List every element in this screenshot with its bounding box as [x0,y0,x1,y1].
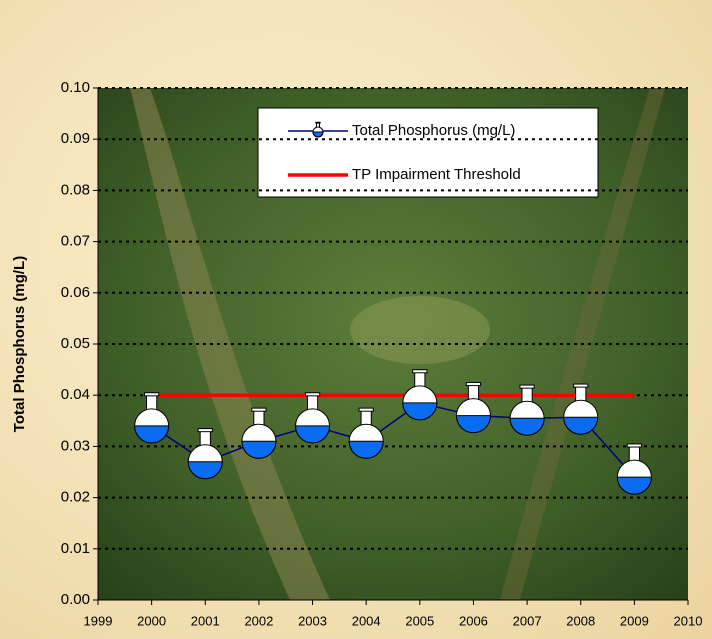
flask-lip [197,428,213,433]
background-branch [130,88,330,600]
flask-lip [412,369,428,374]
x-tick-label: 2006 [459,613,488,628]
x-tick-label: 2000 [137,613,166,628]
flask-lip [358,407,374,412]
x-tick-label: 2004 [352,613,381,628]
background-fish [350,296,490,364]
flask-lip [626,443,643,448]
x-tick-label: 2002 [244,613,273,628]
flask-lip [251,407,267,412]
flask-liquid [187,461,223,480]
y-tick-label: 0.05 [61,335,90,352]
y-tick-label: 0.08 [61,181,90,198]
flask-marker [241,407,277,459]
legend-label: Total Phosphorus (mg/L) [352,122,515,139]
flask-marker [616,443,652,495]
flask-lip [573,383,589,388]
flask-lip [304,392,321,397]
y-tick-label: 0.03 [61,437,90,454]
flask-marker [348,407,384,459]
x-tick-label: 2010 [674,613,703,628]
flask-lip [143,392,160,397]
flask-marker [134,392,170,444]
flask-liquid [616,476,652,495]
x-tick-label: 2009 [620,613,649,628]
flask-lip [315,121,321,124]
y-tick-label: 0.10 [61,79,90,96]
y-tick-label: 0.07 [61,233,90,250]
flask-marker [563,383,599,435]
flask-liquid [134,425,170,444]
flask-liquid [348,440,384,459]
flask-marker [295,392,331,444]
y-tick-label: 0.09 [61,130,90,147]
flask-liquid [563,416,599,435]
y-tick-label: 0.02 [61,489,90,506]
flask-liquid [402,402,438,421]
flask-marker [187,428,223,480]
x-tick-label: 2007 [513,613,542,628]
flask-liquid [312,131,324,138]
legend-box [257,107,599,198]
legend-label: TP Impairment Threshold [352,166,521,183]
series-line [151,402,635,478]
flask-liquid [295,425,331,444]
flask-lip [465,382,482,387]
y-axis-label: Total Phosphorus (mg/L) [11,256,28,432]
flask-liquid [241,440,277,459]
y-tick-label: 0.00 [61,591,90,608]
y-tick-label: 0.04 [61,386,90,403]
y-tick-label: 0.01 [61,540,90,557]
x-tick-label: 2005 [405,613,434,628]
flask-lip [519,384,535,389]
flask-marker [509,384,545,436]
x-tick-label: 2003 [298,613,327,628]
x-tick-label: 2008 [566,613,595,628]
x-tick-label: 2001 [191,613,220,628]
flask-marker [312,121,324,138]
flask-marker [402,369,438,421]
flask-marker [455,382,491,434]
y-tick-label: 0.06 [61,284,90,301]
legend: Total Phosphorus (mg/L) TP Impairment Thr… [257,107,599,198]
x-tick-label: 1999 [84,613,113,628]
flask-liquid [455,415,491,434]
flask-liquid [509,417,545,436]
